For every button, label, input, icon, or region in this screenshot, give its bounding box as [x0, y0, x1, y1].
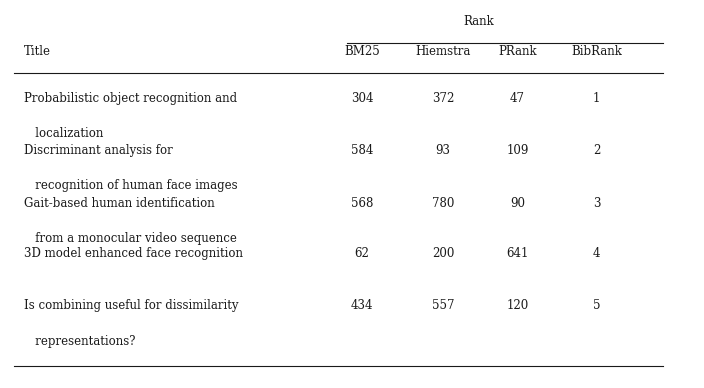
Text: 557: 557 [432, 300, 455, 312]
Text: 120: 120 [506, 300, 529, 312]
Text: 641: 641 [506, 247, 529, 260]
Text: 372: 372 [432, 92, 454, 105]
Text: Rank: Rank [464, 15, 494, 28]
Text: Is combining useful for dissimilarity: Is combining useful for dissimilarity [24, 300, 239, 312]
Text: 90: 90 [510, 197, 525, 210]
Text: 304: 304 [351, 92, 373, 105]
Text: 568: 568 [351, 197, 373, 210]
Text: 3: 3 [593, 197, 601, 210]
Text: 3D model enhanced face recognition: 3D model enhanced face recognition [24, 247, 243, 260]
Text: 200: 200 [432, 247, 454, 260]
Text: Probabilistic object recognition and: Probabilistic object recognition and [24, 92, 237, 105]
Text: Discriminant analysis for: Discriminant analysis for [24, 144, 173, 157]
Text: recognition of human face images: recognition of human face images [24, 179, 238, 192]
Text: 5: 5 [593, 300, 601, 312]
Text: representations?: representations? [24, 335, 136, 348]
Text: BM25: BM25 [344, 45, 380, 58]
Text: from a monocular video sequence: from a monocular video sequence [24, 232, 237, 245]
Text: 62: 62 [355, 247, 370, 260]
Text: 109: 109 [506, 144, 529, 157]
Text: 4: 4 [593, 247, 601, 260]
Text: 434: 434 [351, 300, 373, 312]
Text: Title: Title [24, 45, 51, 58]
Text: 584: 584 [351, 144, 373, 157]
Text: localization: localization [24, 127, 103, 140]
Text: 1: 1 [593, 92, 601, 105]
Text: PRank: PRank [498, 45, 537, 58]
Text: Hiemstra: Hiemstra [415, 45, 471, 58]
Text: 2: 2 [593, 144, 601, 157]
Text: Gait-based human identification: Gait-based human identification [24, 197, 215, 210]
Text: 780: 780 [432, 197, 454, 210]
Text: BibRank: BibRank [571, 45, 622, 58]
Text: 93: 93 [436, 144, 451, 157]
Text: 47: 47 [510, 92, 525, 105]
